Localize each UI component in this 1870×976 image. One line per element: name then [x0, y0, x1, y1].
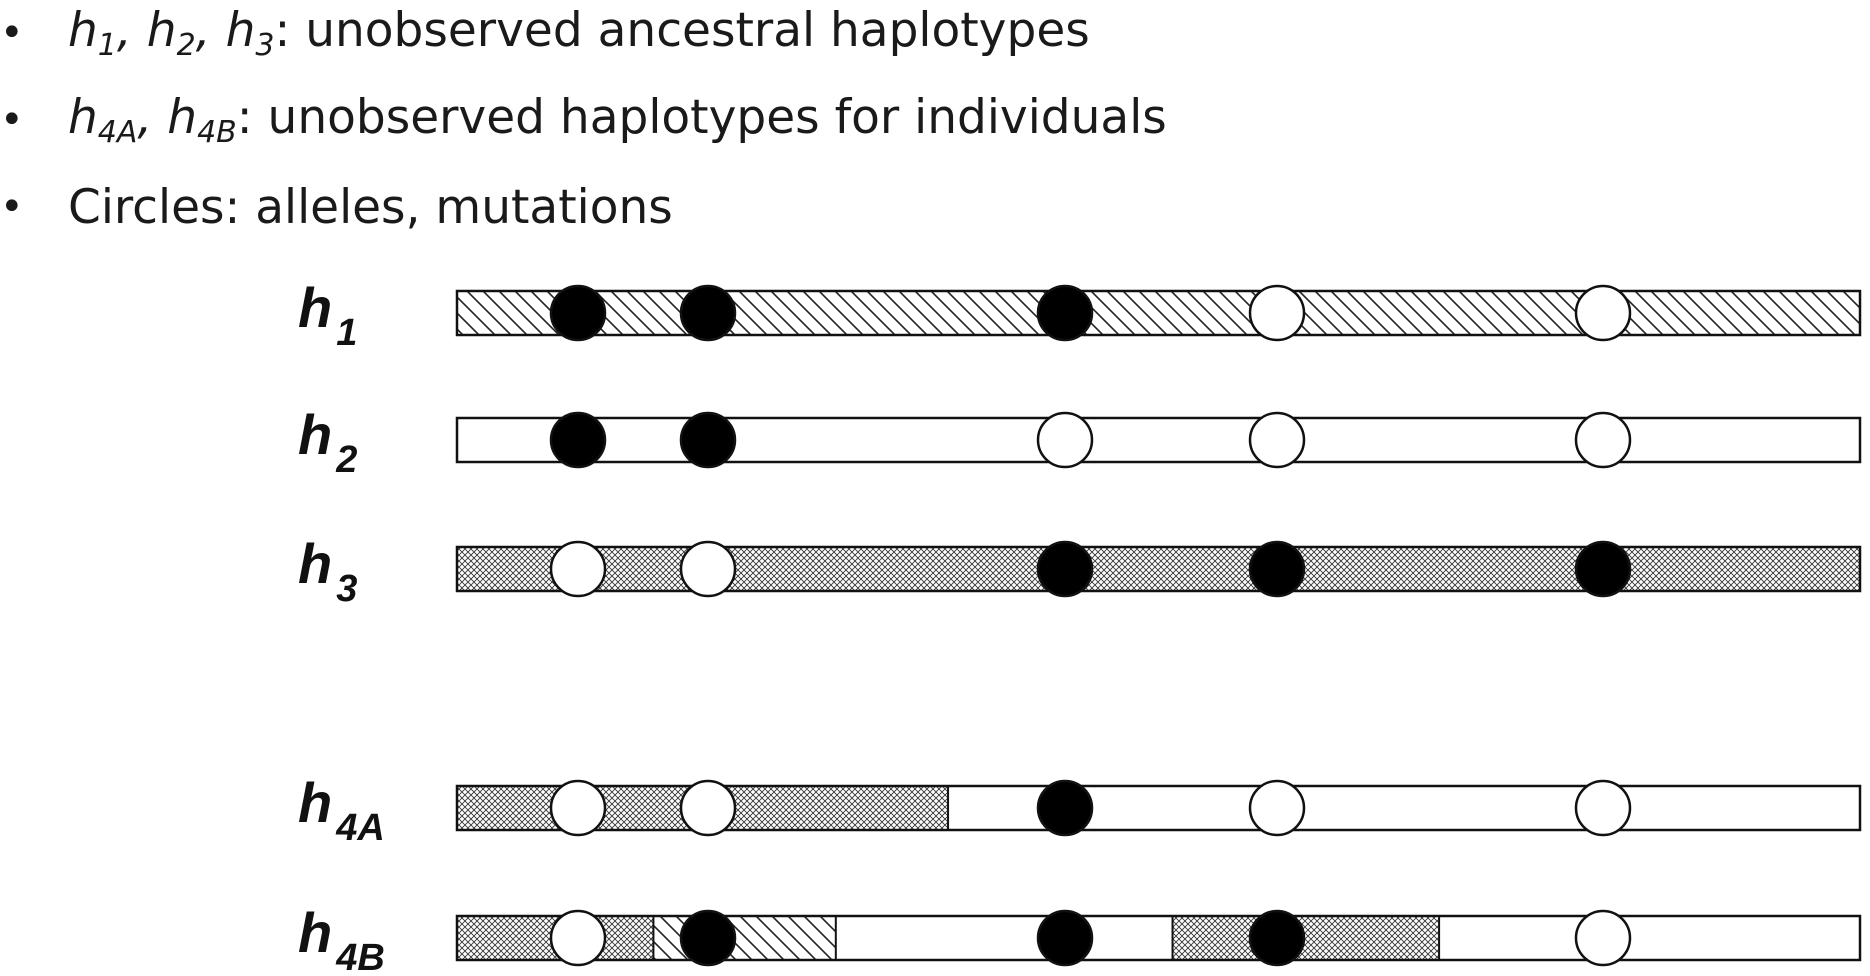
text-run: ,	[195, 3, 226, 58]
text-run: ,	[116, 3, 147, 58]
haplotype-h4A: h 4A	[298, 771, 1862, 849]
haplotype-h4B: h 4B	[298, 901, 1862, 976]
open-allele-circle	[679, 779, 737, 837]
segment-crosshatch	[1172, 916, 1440, 960]
filled-allele-circle	[1036, 779, 1094, 837]
label-main: h	[298, 403, 332, 466]
label-main: h	[298, 532, 332, 595]
haplotype-bar	[455, 289, 1862, 337]
haplotype-label: h 4B	[298, 901, 385, 976]
bullet-text: Circles: alleles, mutations	[68, 180, 673, 235]
segment-plain	[948, 786, 1860, 830]
open-allele-circle	[1036, 411, 1094, 469]
open-allele-circle	[1574, 284, 1632, 342]
subscript: 3	[255, 28, 275, 63]
haplotype-bar	[455, 914, 1862, 962]
text-run: ,	[137, 90, 168, 145]
label-subscript: 4B	[335, 937, 385, 976]
haplotype-bar	[455, 784, 1862, 832]
open-allele-circle	[679, 540, 737, 598]
filled-allele-circle	[1248, 909, 1306, 967]
subscript: 2	[176, 28, 196, 63]
filled-allele-circle	[679, 411, 737, 469]
open-allele-circle	[1574, 411, 1632, 469]
haplotype-bar	[455, 545, 1862, 593]
subscript: 4A	[97, 115, 138, 150]
open-allele-circle	[1574, 779, 1632, 837]
filled-allele-circle	[1248, 540, 1306, 598]
segment-crosshatch	[457, 547, 1860, 591]
segment-plain	[457, 418, 1860, 462]
bullet-text: h1, h2, h3: unobserved ancestral haploty…	[68, 3, 1090, 63]
text-run: h	[68, 90, 98, 145]
bullet-dot: •	[0, 10, 24, 56]
text-run: : unobserved haplotypes for individuals	[236, 90, 1167, 145]
label-main: h	[298, 276, 332, 339]
filled-allele-circle	[1036, 540, 1094, 598]
label-main: h	[298, 771, 332, 834]
open-allele-circle	[549, 779, 607, 837]
label-subscript: 2	[335, 439, 357, 481]
text-run: h	[146, 3, 177, 58]
open-allele-circle	[1248, 411, 1306, 469]
segment-diagonal-hatch	[457, 291, 1860, 335]
filled-allele-circle	[549, 284, 607, 342]
bullet-dot: •	[0, 184, 24, 230]
text-run: h	[68, 3, 98, 58]
haplotype-label: h 4A	[298, 771, 385, 849]
filled-allele-circle	[1036, 909, 1094, 967]
label-subscript: 1	[336, 312, 357, 354]
bullet-dot: •	[0, 97, 24, 143]
filled-allele-circle	[1036, 284, 1094, 342]
open-allele-circle	[1248, 284, 1306, 342]
text-run: h	[167, 90, 198, 145]
subscript: 4B	[197, 115, 237, 150]
text-run: h	[225, 3, 256, 58]
text-run: Circles: alleles, mutations	[68, 179, 673, 235]
filled-allele-circle	[549, 411, 607, 469]
filled-allele-circle	[679, 284, 737, 342]
filled-allele-circle	[679, 909, 737, 967]
open-allele-circle	[549, 540, 607, 598]
label-main: h	[298, 901, 332, 964]
bullet-text: h4A, h4B: unobserved haplotypes for indi…	[68, 90, 1167, 150]
open-allele-circle	[549, 909, 607, 967]
segment-plain	[835, 916, 1173, 960]
label-subscript: 4A	[335, 807, 385, 849]
open-allele-circle	[1574, 909, 1632, 967]
label-subscript: 3	[336, 568, 357, 610]
haplotype-bar	[455, 416, 1862, 464]
text-run: : unobserved ancestral haplotypes	[274, 3, 1090, 58]
segment-plain	[1439, 916, 1860, 960]
filled-allele-circle	[1574, 540, 1632, 598]
subscript: 1	[97, 28, 117, 63]
open-allele-circle	[1248, 779, 1306, 837]
